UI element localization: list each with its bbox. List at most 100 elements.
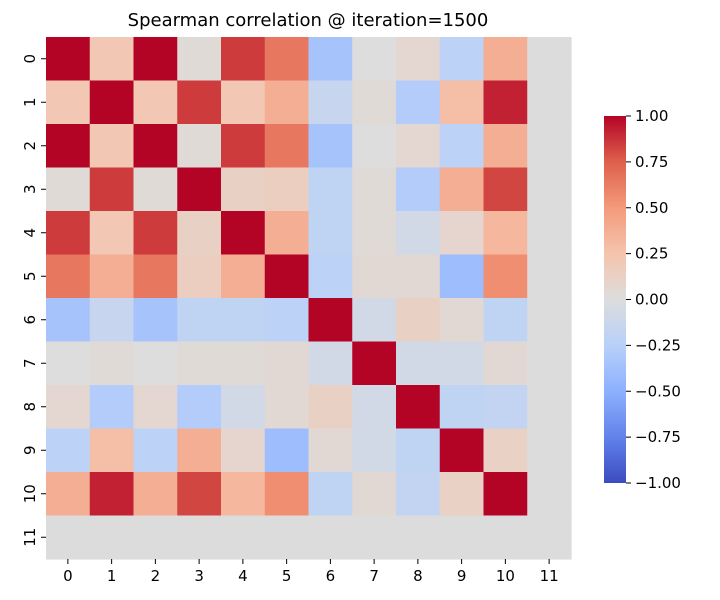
- x-tick-label-8: 8: [413, 567, 423, 585]
- y-tick-label-11: 11: [21, 528, 39, 547]
- heatmap-cell-9-4: [221, 428, 266, 473]
- heatmap-cell-0-8: [396, 37, 441, 82]
- heatmap-cell-5-11: [527, 254, 572, 299]
- colorbar-tick-label-4: 0.00: [635, 291, 668, 309]
- heatmap-cell-11-3: [177, 515, 222, 560]
- heatmap-cell-7-2: [133, 341, 178, 386]
- heatmap-cell-9-1: [89, 428, 135, 473]
- heatmap-cell-3-4: [221, 167, 266, 212]
- heatmap-cell-6-8: [396, 298, 441, 343]
- heatmap-cells: [46, 37, 572, 560]
- heatmap-cell-10-4: [221, 472, 266, 517]
- heatmap-cell-10-10: [483, 472, 528, 517]
- y-tick-label-8: 8: [21, 402, 39, 412]
- heatmap-cell-0-6: [308, 37, 353, 82]
- colorbar-tick-label-2: 0.50: [635, 199, 668, 217]
- heatmap-cell-4-4: [221, 211, 266, 256]
- heatmap-cell-5-4: [221, 254, 266, 299]
- x-tick-label-10: 10: [496, 567, 515, 585]
- heatmap-cell-5-2: [133, 254, 178, 299]
- heatmap-cell-11-4: [221, 515, 266, 560]
- heatmap-cell-1-4: [221, 80, 266, 125]
- heatmap-cell-4-0: [46, 211, 91, 256]
- heatmap-cell-0-9: [439, 37, 485, 82]
- heatmap-cell-8-5: [264, 385, 310, 430]
- heatmap-cell-1-2: [133, 80, 178, 125]
- heatmap-cell-2-7: [352, 124, 397, 169]
- heatmap-cell-0-7: [352, 37, 397, 82]
- heatmap-cell-10-8: [396, 472, 441, 517]
- heatmap-cell-1-0: [46, 80, 91, 125]
- heatmap-cell-2-3: [177, 124, 222, 169]
- heatmap-cell-10-5: [264, 472, 310, 517]
- heatmap-cell-0-1: [89, 37, 135, 82]
- colorbar-ticks: 1.00 0.75 0.50 0.25 0.00 −0.25 −0.50 −0.75 −1.00: [626, 107, 681, 492]
- heatmap-cell-4-7: [352, 211, 397, 256]
- heatmap-cell-11-7: [352, 515, 397, 560]
- heatmap-cell-1-8: [396, 80, 441, 125]
- heatmap-cell-3-3: [177, 167, 222, 212]
- heatmap-cell-4-2: [133, 211, 178, 256]
- heatmap-cell-10-0: [46, 472, 91, 517]
- colorbar-tick-label-8: −1.00: [635, 474, 681, 492]
- heatmap-cell-5-7: [352, 254, 397, 299]
- heatmap-cell-6-7: [352, 298, 397, 343]
- heatmap-cell-9-11: [527, 428, 572, 473]
- heatmap-cell-3-6: [308, 167, 353, 212]
- heatmap-cell-8-6: [308, 385, 353, 430]
- heatmap-cell-4-5: [264, 211, 310, 256]
- colorbar-tick-label-6: −0.50: [635, 382, 681, 400]
- x-axis-ticks: 0 1 2 3 4 5 6 7 8 9 10 11: [63, 559, 559, 585]
- heatmap-cell-6-6: [308, 298, 353, 343]
- heatmap-cell-1-9: [439, 80, 485, 125]
- heatmap-cell-3-7: [352, 167, 397, 212]
- heatmap-cell-1-11: [527, 80, 572, 125]
- heatmap-cell-6-3: [177, 298, 222, 343]
- x-tick-label-0: 0: [63, 567, 73, 585]
- heatmap-cell-9-8: [396, 428, 441, 473]
- heatmap-cell-0-2: [133, 37, 178, 82]
- heatmap-cell-6-0: [46, 298, 91, 343]
- heatmap-cell-0-4: [221, 37, 266, 82]
- heatmap-cell-7-10: [483, 341, 528, 386]
- y-tick-label-2: 2: [21, 141, 39, 151]
- heatmap-cell-4-10: [483, 211, 528, 256]
- x-tick-label-6: 6: [326, 567, 336, 585]
- heatmap-cell-4-11: [527, 211, 572, 256]
- x-tick-label-3: 3: [194, 567, 204, 585]
- heatmap-cell-8-1: [89, 385, 135, 430]
- heatmap-cell-3-5: [264, 167, 310, 212]
- heatmap-cell-10-6: [308, 472, 353, 517]
- heatmap-cell-1-1: [89, 80, 135, 125]
- heatmap-cell-1-10: [483, 80, 528, 125]
- heatmap-cell-11-1: [89, 515, 135, 560]
- x-tick-label-1: 1: [107, 567, 117, 585]
- heatmap-cell-7-0: [46, 341, 91, 386]
- heatmap-cell-9-2: [133, 428, 178, 473]
- heatmap-cell-8-4: [221, 385, 266, 430]
- heatmap-cell-5-9: [439, 254, 485, 299]
- colorbar: [604, 116, 626, 483]
- colorbar-tick-label-0: 1.00: [635, 107, 668, 125]
- heatmap-cell-4-9: [439, 211, 485, 256]
- heatmap-cell-0-11: [527, 37, 572, 82]
- heatmap-cell-3-11: [527, 167, 572, 212]
- heatmap-cell-6-10: [483, 298, 528, 343]
- heatmap-cell-3-1: [89, 167, 135, 212]
- heatmap-cell-2-5: [264, 124, 310, 169]
- heatmap-cell-7-7: [352, 341, 397, 386]
- heatmap-cell-11-8: [396, 515, 441, 560]
- heatmap-cell-10-2: [133, 472, 178, 517]
- heatmap-cell-6-9: [439, 298, 485, 343]
- y-tick-label-7: 7: [21, 358, 39, 368]
- heatmap-cell-9-0: [46, 428, 91, 473]
- heatmap-cell-2-1: [89, 124, 135, 169]
- x-tick-label-5: 5: [282, 567, 292, 585]
- heatmap-cell-2-9: [439, 124, 485, 169]
- heatmap-cell-5-0: [46, 254, 91, 299]
- heatmap-cell-2-4: [221, 124, 266, 169]
- heatmap-cell-11-10: [483, 515, 528, 560]
- heatmap-cell-10-9: [439, 472, 485, 517]
- heatmap-cell-5-8: [396, 254, 441, 299]
- y-tick-label-6: 6: [21, 315, 39, 325]
